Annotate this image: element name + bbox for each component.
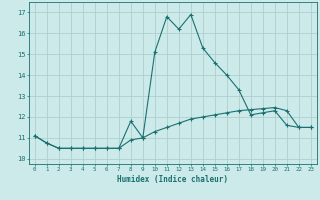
X-axis label: Humidex (Indice chaleur): Humidex (Indice chaleur) xyxy=(117,175,228,184)
